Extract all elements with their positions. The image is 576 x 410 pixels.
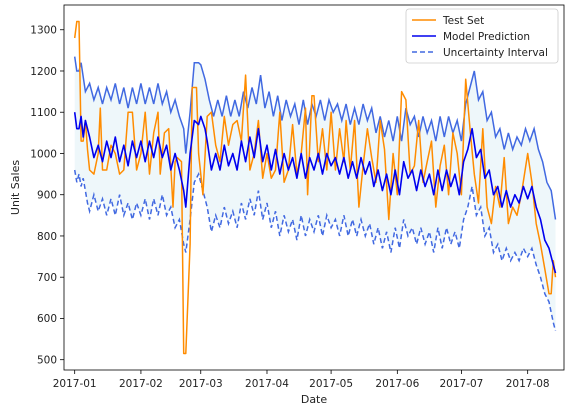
y-tick-label: 700 [37,272,57,284]
y-axis: 500 600 700 800 900 1000 1100 1200 1300 [30,25,64,366]
uncertainty-upper-line [73,56,557,220]
legend-label-uncertainty-interval: Uncertainty Interval [443,47,548,59]
x-tick-label: 2017-04 [245,378,289,390]
legend-box [405,8,559,64]
x-tick-label: 2017-06 [375,378,419,390]
legend-label-model-prediction: Model Prediction [443,31,530,43]
test-set-line [73,20,557,355]
plot-frame [63,4,565,371]
x-axis: 2017-01 2017-02 2017-03 2017-04 2017-05 2017-… [53,370,550,390]
x-tick-label: 2017-05 [309,378,353,390]
x-tick-label: 2017-07 [439,378,483,390]
y-tick-label: 500 [37,354,57,366]
y-tick-label: 600 [37,313,57,325]
y-tick-label: 800 [37,231,57,243]
y-tick-label: 900 [37,190,57,202]
x-tick-label: 2017-03 [179,378,223,390]
model-prediction-line [73,112,557,274]
y-tick-label: 1000 [30,148,57,160]
legend-label-test-set: Test Set [442,15,484,27]
y-tick-label: 1100 [30,107,57,119]
x-tick-label: 2017-01 [53,378,97,390]
x-tick-label: 2017-08 [506,378,550,390]
uncertainty-band [74,56,556,331]
y-tick-label: 1300 [30,25,57,37]
y-tick-label: 1200 [30,66,57,78]
uncertainty-lower-line [73,169,557,331]
legend: Test Set Model Prediction Uncertainty Inte… [405,8,559,64]
x-axis-label: Date [301,393,328,406]
x-tick-label: 2017-02 [119,378,163,390]
plot-area [73,20,557,355]
y-axis-label: Unit Sales [9,160,22,215]
